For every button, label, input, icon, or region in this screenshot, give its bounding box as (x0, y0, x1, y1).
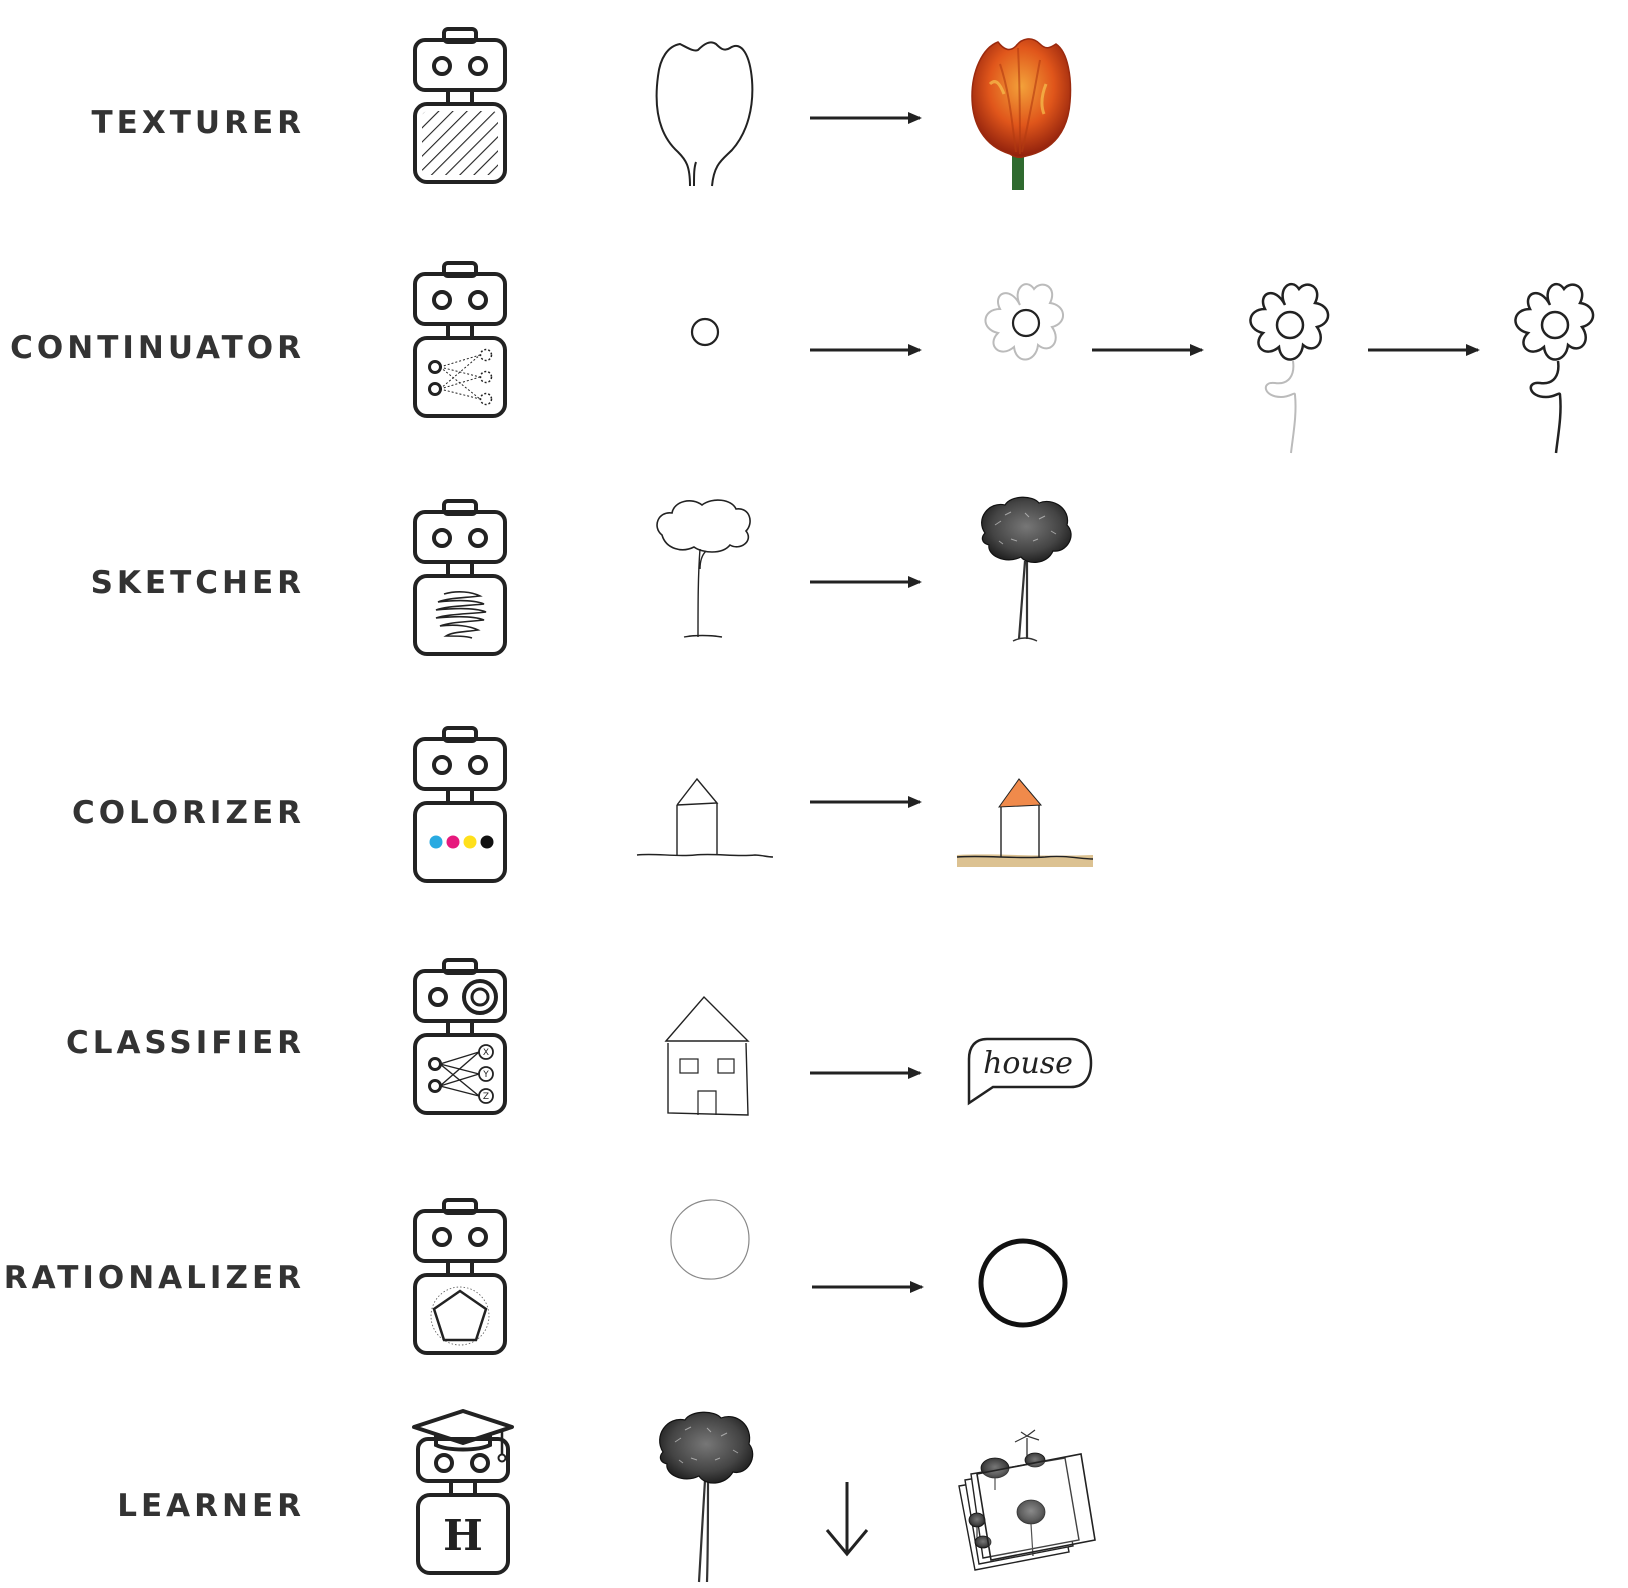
agent-label-sketcher: SKETCHER (90, 565, 305, 601)
arrow-right-icon (810, 340, 930, 360)
arrow-right-icon (810, 792, 930, 812)
agent-label-colorizer: COLORIZER (71, 795, 305, 831)
house-outline-sketch (635, 775, 775, 865)
speech-bubble-icon: house (965, 1035, 1095, 1115)
scribble-icon (435, 591, 487, 639)
tree-outline-sketch (650, 495, 760, 645)
rough-circle-sketch (665, 1195, 755, 1285)
graduation-cap-icon (412, 1409, 514, 1463)
arrow-right-icon (1092, 340, 1212, 360)
camera-lens-icon (462, 979, 498, 1015)
row-classifier: CLASSIFIER X Y Z (0, 935, 1628, 1145)
house-colored-sketch (955, 775, 1095, 875)
robot-icon-rationalizer (410, 1197, 510, 1357)
tree-detailed-sketch (975, 495, 1075, 645)
arrow-down-icon (822, 1480, 872, 1560)
robot-icon-texturer (410, 26, 510, 186)
robot-icon-learner: H (408, 1403, 518, 1583)
row-continuator: CONTINUATOR (0, 235, 1628, 454)
agent-label-continuator: CONTINUATOR (10, 330, 305, 366)
arrow-right-icon (810, 572, 930, 592)
color-dots-icon (429, 835, 494, 849)
neural-net-icon (428, 348, 493, 406)
robot-icon-continuator (410, 260, 510, 420)
robot-icon-sketcher (410, 498, 510, 658)
flower-partial-sketch (1245, 275, 1345, 475)
flower-faint-suggestion (970, 275, 1070, 375)
tree-detailed-sketch (655, 1410, 755, 1585)
node-label-y: Y (482, 1070, 489, 1080)
row-rationalizer: RATIONALIZER (0, 1175, 1628, 1375)
agent-label-classifier: CLASSIFIER (65, 1025, 305, 1061)
row-learner: LEARNER H (0, 1395, 1628, 1588)
folder-icon (955, 1429, 1105, 1580)
row-colorizer: COLORIZER (0, 700, 1628, 910)
perfect-circle (975, 1235, 1071, 1331)
agent-label-learner: LEARNER (117, 1488, 305, 1524)
row-sketcher: SKETCHER (0, 470, 1628, 680)
tulip-textured-image (960, 34, 1080, 194)
row-texturer: TEXTURER (0, 0, 1628, 210)
robot-icon-classifier: X Y Z (410, 957, 510, 1117)
tulip-outline-sketch (650, 36, 760, 196)
robot-icon-colorizer (410, 725, 510, 885)
badge-letter: H (443, 1511, 483, 1560)
house-drawing-sketch (660, 993, 760, 1119)
flower-complete-sketch (1510, 275, 1610, 475)
arrow-right-icon (810, 1063, 930, 1083)
classifier-output-word: house (983, 1046, 1073, 1081)
node-label-z: Z (483, 1092, 489, 1102)
arrow-right-icon (810, 108, 930, 128)
small-circle-sketch (688, 315, 722, 349)
agent-label-rationalizer: RATIONALIZER (3, 1260, 305, 1296)
pentagon-icon (430, 1286, 490, 1346)
node-label-x: X (483, 1048, 489, 1058)
arrow-right-icon (812, 1277, 932, 1297)
hatch-pattern-icon (422, 111, 498, 175)
neural-net-icon: X Y Z (428, 1044, 494, 1104)
agent-label-texturer: TEXTURER (91, 105, 305, 141)
arrow-right-icon (1368, 340, 1488, 360)
